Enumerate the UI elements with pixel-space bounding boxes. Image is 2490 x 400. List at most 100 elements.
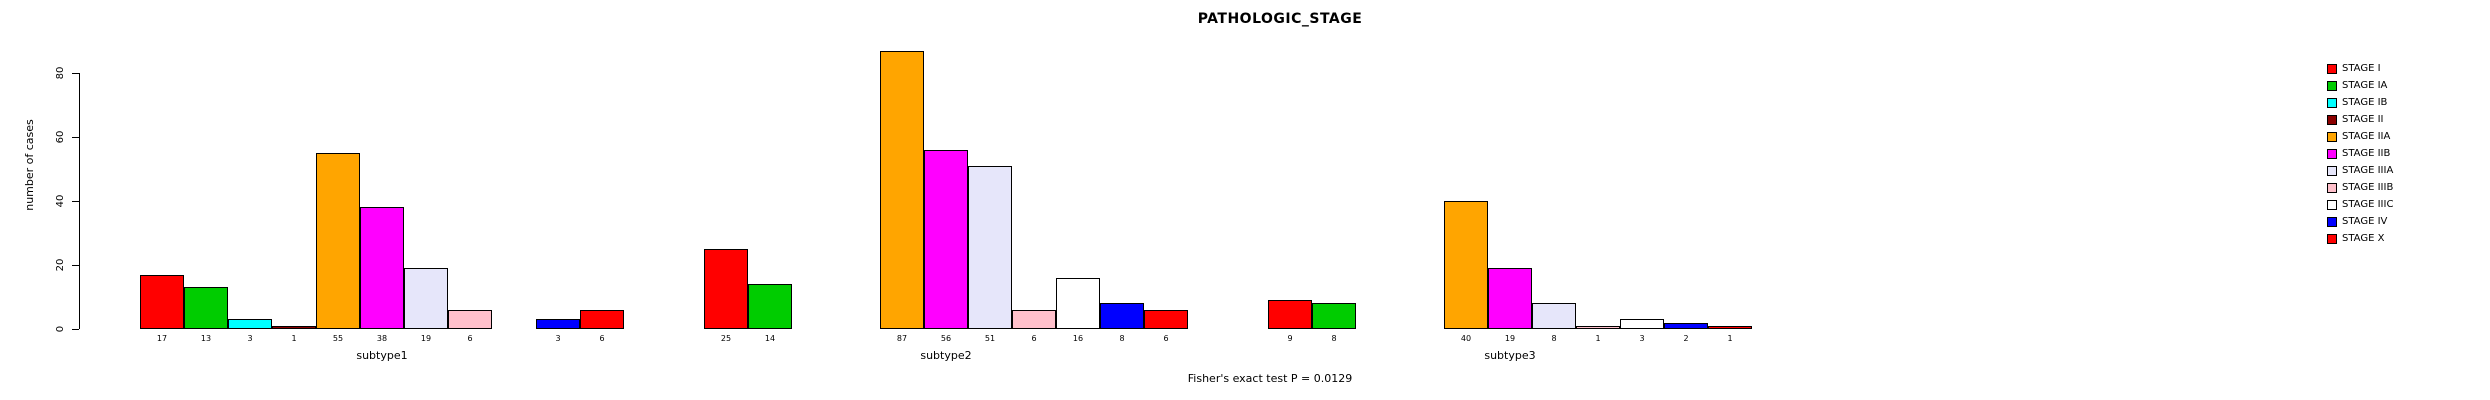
bar-value-label: 6 [599,334,605,343]
bar-subtype1-stage-iib [360,207,404,329]
bar-value-label: 87 [896,334,908,343]
bar-subtype1-stage-iia [316,153,360,329]
bar-subtype2-stage-iib [924,150,968,329]
bar-subtype1-stage-i [140,275,184,329]
bar-subtype1-stage-iiia [404,268,448,329]
legend-label: STAGE II [2342,114,2384,125]
legend-item-stage-ia: STAGE IA [2327,77,2393,94]
bar-value-label: 6 [1031,334,1037,343]
bar-subtype2-stage-i [704,249,748,329]
stage-ia-swatch-icon [2327,80,2337,91]
bar-value-label: 38 [376,334,388,343]
bar-subtype2-stage-x [1144,310,1188,329]
legend: STAGE I STAGE IA STAGE IB STAGE II STAGE IIA… [2327,60,2393,247]
bar-value-label: 17 [156,334,168,343]
legend-item-stage-iib: STAGE IIB [2327,145,2393,162]
stage-iia-swatch-icon [2327,131,2337,142]
bar-subtype1-stage-x [580,310,624,329]
bar-subtype3-stage-ia [1312,303,1356,329]
bar-subtype2-stage-iiib [1012,310,1056,329]
x-group-label-subtype2: subtype2 [920,349,972,362]
bar-value-label: 16 [1072,334,1084,343]
bar-subtype3-stage-iiia [1532,303,1576,329]
bar-value-label: 56 [940,334,952,343]
stage-iv-swatch-icon [2327,216,2337,227]
stage-ib-swatch-icon [2327,97,2337,108]
bar-subtype3-stage-iv [1664,323,1708,329]
bar-value-label: 13 [200,334,212,343]
bar-value-label: 25 [720,334,732,343]
bar-subtype1-stage-ib [228,319,272,329]
bar-value-label: 1 [1595,334,1601,343]
legend-label: STAGE I [2342,63,2381,74]
legend-item-stage-iiib: STAGE IIIB [2327,179,2393,196]
y-tick-label: 20 [55,258,66,272]
bar-subtype2-stage-iv [1100,303,1144,329]
legend-label: STAGE X [2342,233,2385,244]
y-axis-label: number of cases [23,119,36,211]
bar-subtype1-stage-ia [184,287,228,329]
stage-iiia-swatch-icon [2327,165,2337,176]
y-axis-line [79,73,80,329]
stage-x-swatch-icon [2327,233,2337,244]
bar-subtype3-stage-x [1708,326,1752,329]
bar-value-label: 1 [1727,334,1733,343]
y-tick-label: 80 [55,66,66,80]
bar-value-label: 3 [1639,334,1645,343]
legend-label: STAGE IB [2342,97,2388,108]
bar-value-label: 3 [555,334,561,343]
legend-item-stage-x: STAGE X [2327,230,2393,247]
bar-value-label: 3 [247,334,253,343]
y-tick-mark [72,73,79,74]
chart-title: PATHOLOGIC_STAGE [1197,11,1363,27]
y-tick-mark [72,201,79,202]
legend-item-stage-iiic: STAGE IIIC [2327,196,2393,213]
bar-subtype1-stage-iv [536,319,580,329]
stage-ii-swatch-icon [2327,114,2337,125]
bar-subtype2-stage-iiic [1056,278,1100,329]
bar-subtype1-stage-iiib [448,310,492,329]
y-tick-mark [72,329,79,330]
bar-subtype3-stage-i [1268,300,1312,329]
fisher-test-annotation: Fisher's exact test P = 0.0129 [1187,372,1353,385]
bar-value-label: 55 [332,334,344,343]
legend-item-stage-ii: STAGE II [2327,111,2393,128]
bar-value-label: 19 [1504,334,1516,343]
bar-subtype3-stage-iiic [1620,319,1664,329]
bar-value-label: 19 [420,334,432,343]
legend-label: STAGE IIA [2342,131,2391,142]
bar-value-label: 9 [1287,334,1293,343]
bar-subtype3-stage-iib [1488,268,1532,329]
bar-value-label: 51 [984,334,996,343]
legend-label: STAGE IIB [2342,148,2391,159]
legend-label: STAGE IIIC [2342,199,2394,210]
stage-iib-swatch-icon [2327,148,2337,159]
legend-item-stage-iiia: STAGE IIIA [2327,162,2393,179]
legend-label: STAGE IV [2342,216,2388,227]
y-tick-mark [72,137,79,138]
legend-label: STAGE IIIA [2342,165,2394,176]
y-tick-mark [72,265,79,266]
bar-value-label: 1 [291,334,297,343]
bar-value-label: 8 [1331,334,1337,343]
bar-value-label: 6 [1163,334,1169,343]
bar-subtype2-stage-ia [748,284,792,329]
x-group-label-subtype3: subtype3 [1484,349,1536,362]
bar-value-label: 6 [467,334,473,343]
legend-item-stage-iv: STAGE IV [2327,213,2393,230]
y-tick-label: 40 [55,194,66,208]
legend-item-stage-iia: STAGE IIA [2327,128,2393,145]
stage-i-swatch-icon [2327,63,2337,74]
bar-subtype3-stage-iiib [1576,326,1620,329]
bar-value-label: 2 [1683,334,1689,343]
bar-subtype3-stage-iia [1444,201,1488,329]
stage-iiic-swatch-icon [2327,199,2337,210]
legend-label: STAGE IIIB [2342,182,2394,193]
bar-value-label: 8 [1551,334,1557,343]
legend-item-stage-ib: STAGE IB [2327,94,2393,111]
y-tick-label: 0 [55,325,66,333]
legend-item-stage-i: STAGE I [2327,60,2393,77]
bar-value-label: 8 [1119,334,1125,343]
x-group-label-subtype1: subtype1 [356,349,408,362]
